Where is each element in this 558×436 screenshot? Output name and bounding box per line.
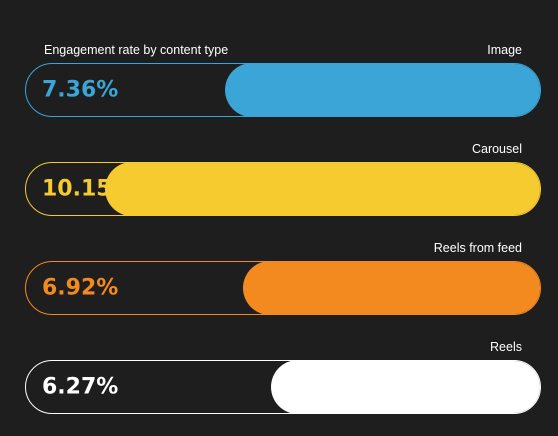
bar <box>271 361 540 413</box>
data-label: 6.27% <box>42 374 119 400</box>
bar-track: 6.27% <box>25 360 541 414</box>
bar-track: 7.36% <box>25 63 541 117</box>
bar <box>105 163 540 215</box>
data-label: 7.36% <box>42 77 119 103</box>
chart-title: Engagement rate by content type <box>44 43 229 57</box>
bar-track: 6.92% <box>25 261 541 315</box>
data-label: 10.15% <box>42 176 134 202</box>
bar <box>243 262 540 314</box>
category-label: Carousel <box>471 142 522 156</box>
category-label: Reels from feed <box>433 241 522 255</box>
data-label: 6.92% <box>42 275 119 301</box>
bar <box>225 64 540 116</box>
category-label: Image <box>487 43 522 57</box>
bar-track: 10.15% <box>25 162 541 216</box>
category-label: Reels <box>490 340 522 354</box>
